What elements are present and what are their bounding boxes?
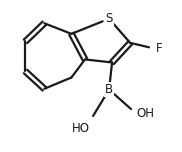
Text: F: F xyxy=(156,42,162,55)
Text: S: S xyxy=(105,12,113,25)
Text: OH: OH xyxy=(136,107,154,120)
Text: HO: HO xyxy=(72,122,90,135)
Text: B: B xyxy=(105,83,113,96)
